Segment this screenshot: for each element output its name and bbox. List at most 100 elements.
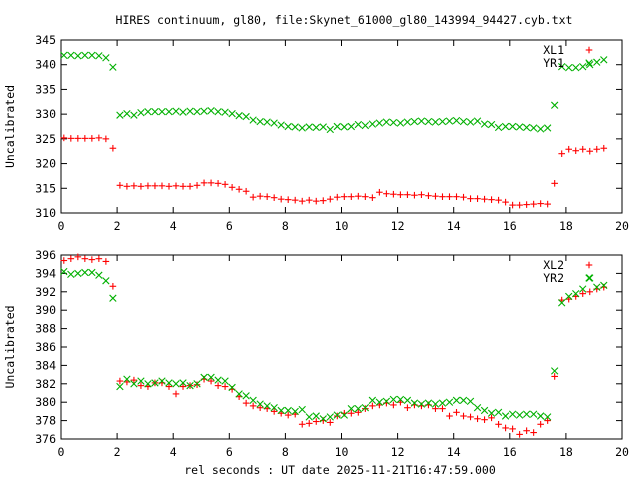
- x-tick-label: 14: [447, 445, 461, 459]
- data-point: [165, 379, 173, 387]
- y-axis-label: Uncalibrated: [3, 85, 17, 168]
- y-tick-label: 315: [35, 181, 56, 195]
- data-point: [81, 268, 89, 277]
- data-point: [291, 123, 299, 131]
- data-point: [494, 123, 503, 132]
- data-point: [249, 193, 257, 201]
- data-point: [130, 111, 138, 119]
- data-point: [242, 399, 250, 407]
- data-point: [158, 377, 166, 385]
- data-point: [368, 396, 377, 405]
- data-point: [369, 402, 376, 410]
- data-point: [60, 257, 68, 264]
- data-point: [495, 420, 502, 428]
- series-YR1: [60, 51, 608, 134]
- data-point: [509, 425, 516, 433]
- x-tick-label: 8: [282, 219, 289, 233]
- data-point: [270, 408, 278, 415]
- data-point: [298, 420, 306, 428]
- x-tick-label: 18: [559, 445, 573, 459]
- data-point: [284, 196, 292, 203]
- data-point: [207, 373, 215, 382]
- chart-title: HIRES continuum, gl80, file:Skynet_61000…: [116, 13, 573, 27]
- data-point: [137, 377, 145, 385]
- data-point: [445, 117, 454, 125]
- data-point: [550, 101, 559, 109]
- data-point: [186, 107, 194, 115]
- data-point: [333, 412, 341, 420]
- data-point: [221, 383, 229, 390]
- data-point: [347, 122, 356, 131]
- data-point: [431, 118, 440, 126]
- data-point: [179, 379, 187, 387]
- data-point: [137, 183, 145, 190]
- data-point: [200, 179, 208, 187]
- data-point: [186, 183, 194, 190]
- top-plot: 0 2 4 6 8 10 12 14 16 18 20 310 315 320 325 330 335 340 34…: [3, 33, 629, 233]
- data-point: [354, 120, 363, 129]
- data-point: [151, 182, 159, 190]
- data-point: [109, 63, 117, 71]
- data-point: [137, 108, 145, 117]
- data-point: [270, 119, 278, 127]
- data-point: [214, 180, 222, 187]
- data-point: [109, 294, 117, 302]
- legend-label: XL1: [543, 43, 564, 57]
- data-point: [460, 193, 467, 201]
- data-point: [467, 195, 474, 202]
- data-point: [298, 124, 306, 132]
- data-point: [67, 255, 75, 262]
- data-point: [200, 107, 208, 115]
- data-point: [543, 124, 552, 132]
- data-point: [172, 182, 180, 190]
- x-tick-label: 0: [58, 219, 65, 233]
- data-point: [277, 121, 285, 129]
- data-point: [74, 269, 82, 278]
- data-point: [536, 125, 545, 133]
- data-point: [467, 413, 474, 421]
- data-point: [242, 112, 250, 121]
- data-point: [579, 145, 587, 153]
- data-point: [340, 123, 348, 131]
- data-point: [375, 119, 384, 127]
- data-point: [529, 410, 538, 418]
- data-point: [474, 415, 481, 423]
- data-point: [537, 420, 544, 428]
- data-point: [516, 431, 523, 438]
- data-point: [369, 194, 376, 201]
- data-point: [228, 183, 236, 191]
- data-point: [270, 404, 278, 412]
- data-point: [453, 193, 460, 200]
- data-point: [88, 51, 96, 60]
- data-point: [193, 381, 201, 389]
- data-point: [172, 107, 180, 115]
- data-point: [326, 195, 334, 203]
- data-point: [438, 117, 447, 126]
- data-point: [340, 411, 348, 419]
- data-point: [242, 392, 250, 400]
- data-point: [579, 285, 587, 293]
- data-point: [88, 268, 96, 277]
- x-axis-label: rel seconds : UT date 2025-11-21T16:47:5…: [184, 463, 496, 477]
- data-point: [158, 182, 166, 190]
- data-point: [277, 195, 285, 203]
- data-point: [95, 134, 103, 142]
- data-point: [263, 118, 271, 126]
- data-point: [263, 193, 271, 200]
- data-point: [123, 375, 131, 383]
- data-point: [586, 147, 594, 155]
- data-point: [417, 400, 426, 408]
- y-tick-label: 388: [35, 322, 56, 336]
- data-point: [116, 111, 124, 119]
- y-tick-label: 392: [35, 285, 56, 299]
- data-point: [362, 405, 369, 412]
- y-tick-label: 382: [35, 377, 56, 391]
- data-point: [298, 197, 306, 205]
- data-point: [508, 122, 517, 131]
- data-point: [228, 109, 236, 118]
- data-point: [74, 52, 82, 60]
- data-point: [396, 119, 405, 127]
- data-point: [179, 183, 187, 190]
- data-point: [235, 111, 243, 120]
- data-point: [312, 197, 320, 205]
